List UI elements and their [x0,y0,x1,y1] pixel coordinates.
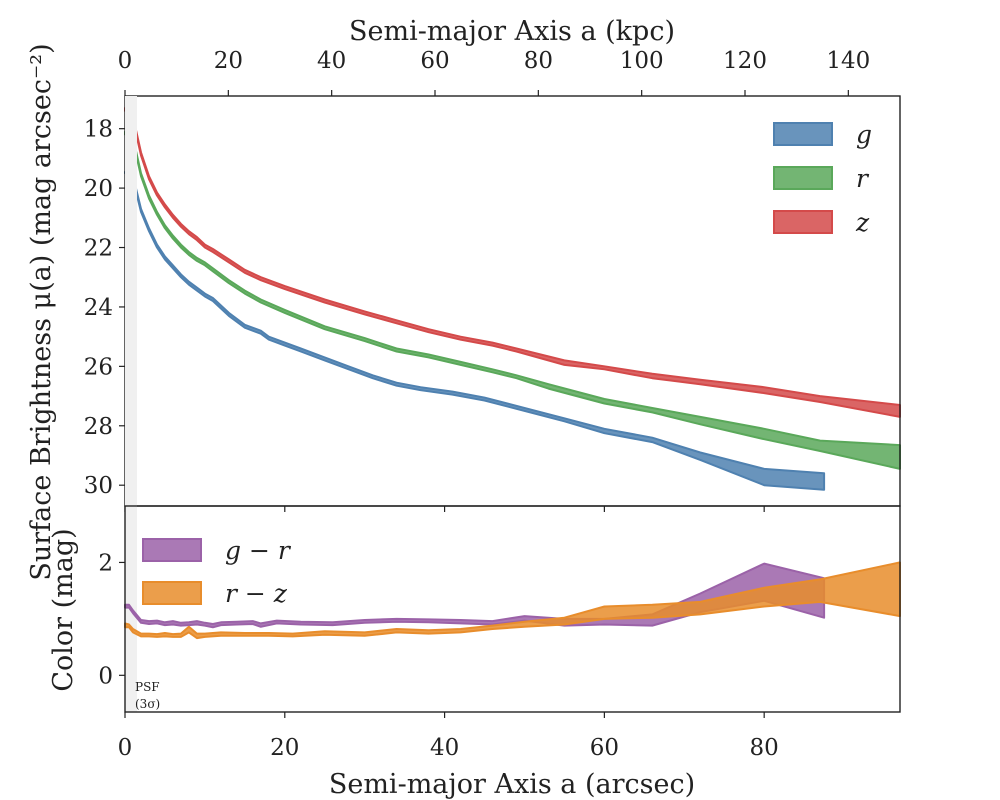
arcsec-tick-label: 20 [270,735,299,761]
sb-y-tick-label: 22 [84,236,113,262]
kpc-tick-label: 100 [620,48,664,74]
surface-brightness-band-2 [124,103,901,418]
sb-legend-label: z [855,208,870,237]
kpc-tick-label: 140 [826,48,870,74]
surface-brightness-y-axis-title: Surface Brightness μ(a) (mag arcsec⁻²) [26,43,57,580]
surface-brightness-frame [124,95,901,507]
sb-legend-swatch [773,210,833,234]
surface-brightness-panel: 18 20 22 24 26 28 30 0 20 40 60 80 100 120 140 grz [84,48,901,512]
kpc-tick-label: 60 [420,48,449,74]
arcsec-tick-label: 40 [430,735,459,761]
surface-brightness-band-0 [124,169,826,491]
sb-y-tick-label: 30 [84,473,113,499]
color-legend-swatch [142,581,202,605]
sb-y-tick-label: 18 [84,117,113,143]
color-frame [124,505,901,713]
top-x-axis-title: Semi-major Axis a (kpc) [349,16,675,47]
color-legend-swatch [142,538,202,562]
color-y-tick-label: 0 [98,663,113,689]
kpc-tick-label: 0 [118,48,133,74]
sb-y-tick-label: 24 [84,295,113,321]
psf-annotation-line2: (3σ) [135,697,160,711]
kpc-tick-label: 40 [317,48,346,74]
kpc-tick-label: 20 [214,48,243,74]
sb-y-tick-label: 26 [84,354,113,380]
sb-legend-swatch [773,122,833,146]
color-panel: 0 2 0 20 40 60 80 g − r r − z PSF (3σ) [98,96,901,761]
sb-legend-swatch [773,166,833,190]
bottom-x-axis-title: Semi-major Axis a (arcsec) [329,769,695,800]
color-y-axis-title: Color (mag) [48,528,79,691]
color-legend-label: g − r [225,536,292,565]
arcsec-tick-label: 60 [590,735,619,761]
psf-region-band [125,96,137,712]
sb-legend-label: g [856,120,872,149]
sb-legend-label: r [856,164,870,193]
sb-y-tick-label: 28 [84,414,113,440]
color-band-0 [124,562,826,629]
kpc-tick-label: 120 [723,48,767,74]
psf-annotation-line1: PSF [135,680,160,694]
arcsec-tick-label: 80 [750,735,779,761]
color-y-tick-label: 2 [98,550,113,576]
kpc-tick-label: 80 [524,48,553,74]
arcsec-tick-label: 0 [118,735,133,761]
sb-y-tick-label: 20 [84,176,113,202]
color-legend-label: r − z [225,579,288,608]
